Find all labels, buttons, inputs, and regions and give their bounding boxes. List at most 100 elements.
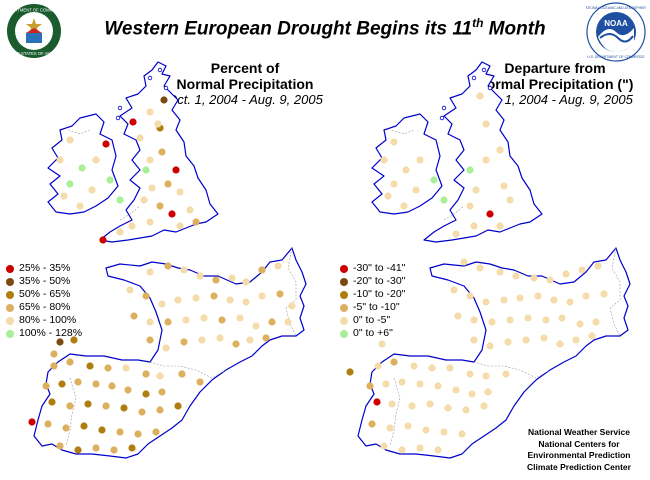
station-dot (410, 362, 418, 370)
station-dot (388, 400, 396, 408)
station-dot (232, 340, 240, 348)
station-dot (288, 302, 296, 310)
legend-label: 25% - 35% (19, 262, 71, 274)
station-dot (158, 148, 166, 156)
station-dot (126, 286, 134, 294)
station-dot (512, 272, 520, 280)
station-dot (382, 380, 390, 388)
station-dot (262, 334, 270, 342)
station-dot (158, 300, 166, 308)
legend-item: 65% - 80% (6, 301, 82, 314)
left-map-heading-line1: Percent of (210, 60, 280, 76)
station-dot (146, 268, 154, 276)
station-dot (440, 196, 448, 204)
legend-swatch (340, 264, 348, 273)
station-dot (99, 236, 107, 244)
station-dot (522, 336, 530, 344)
island-outline (115, 115, 121, 121)
legend-swatch (6, 264, 14, 273)
station-dot (174, 402, 182, 410)
station-dot (56, 156, 64, 164)
station-dot (500, 182, 508, 190)
station-dot (74, 378, 82, 386)
station-dot (470, 336, 478, 344)
station-dot (542, 316, 550, 324)
station-dot (444, 404, 452, 412)
station-dot (196, 378, 204, 386)
station-dot (116, 196, 124, 204)
station-dot (468, 390, 476, 398)
station-dot (140, 196, 148, 204)
station-dot (226, 296, 234, 304)
left-map-heading-line2: Normal Precipitation (176, 76, 314, 92)
station-dot (470, 222, 478, 230)
station-dot (108, 382, 116, 390)
station-dot (460, 258, 468, 266)
station-dot (572, 336, 580, 344)
station-dot (70, 336, 78, 344)
station-dot (28, 418, 36, 426)
station-dot (218, 316, 226, 324)
station-dot (252, 322, 260, 330)
station-dot (84, 400, 92, 408)
station-dot (130, 312, 138, 320)
station-dot (380, 156, 388, 164)
station-dot (148, 184, 156, 192)
station-dot (274, 262, 282, 270)
station-dot (74, 446, 82, 454)
station-dot (430, 176, 438, 184)
station-dot (178, 370, 186, 378)
station-dot (346, 368, 354, 376)
legend-label: -5" to -10" (353, 301, 400, 313)
legend-label: -10" to -20" (353, 288, 406, 300)
right-map-legend: -30" to -41" -20" to -30" -10" to -20" -5" … (340, 262, 405, 340)
station-dot (558, 314, 566, 322)
station-dot (50, 362, 58, 370)
station-dot (556, 340, 564, 348)
legend-item: -20" to -30" (340, 275, 405, 288)
station-dot (480, 402, 488, 410)
station-dot (142, 370, 150, 378)
station-dot (156, 202, 164, 210)
station-dot (66, 402, 74, 410)
credits-line2: National Centers for (538, 438, 620, 449)
station-dot (192, 294, 200, 302)
station-dot (482, 120, 490, 128)
station-dot (530, 274, 538, 282)
station-dot (42, 382, 50, 390)
left-map-heading: Percent of Normal Precipitation Oct. 1, … (160, 60, 330, 108)
station-dot (60, 192, 68, 200)
station-dot (588, 332, 596, 340)
legend-swatch (6, 303, 14, 312)
station-dot (416, 380, 424, 388)
station-dot (408, 402, 416, 410)
station-dot (546, 276, 554, 284)
station-dot (486, 342, 494, 350)
station-dot (472, 186, 480, 194)
legend-label: 65% - 80% (19, 301, 71, 313)
station-dot (496, 268, 504, 276)
station-dot (258, 266, 266, 274)
station-dot (284, 318, 292, 326)
station-dot (228, 274, 236, 282)
legend-swatch (340, 303, 348, 312)
station-dot (246, 336, 254, 344)
legend-item: 100% - 128% (6, 327, 82, 340)
station-dot (162, 344, 170, 352)
station-dot (146, 156, 154, 164)
station-dot (450, 286, 458, 294)
credits-line3: Environmental Prediction (527, 450, 631, 460)
station-dot (62, 424, 70, 432)
country-border (119, 205, 141, 221)
station-dot (380, 442, 388, 450)
station-dot (400, 202, 408, 210)
station-dot (374, 362, 382, 370)
legend-swatch (6, 277, 14, 286)
legend-item: 50% - 65% (6, 288, 82, 301)
station-dot (434, 446, 442, 454)
station-dot (142, 166, 150, 174)
station-dot (534, 292, 542, 300)
station-dot (66, 136, 74, 144)
station-dot (172, 166, 180, 174)
station-dot (486, 210, 494, 218)
